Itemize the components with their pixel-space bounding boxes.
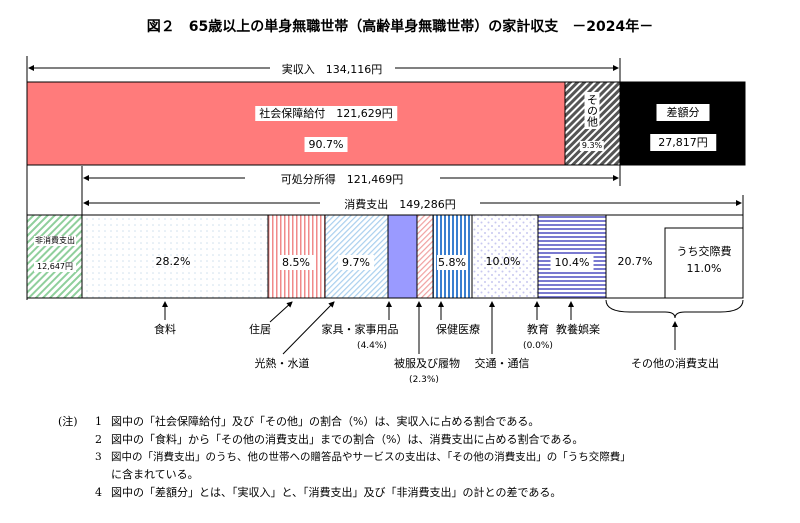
label-clothing: 被服及び履物 [394, 357, 460, 370]
recreation-pct: 10.4% [550, 255, 594, 270]
note-number: 4 [95, 486, 102, 499]
housing-pct: 8.5% [278, 255, 314, 270]
consumption-total-label: 消費支出 149,286円 [340, 197, 460, 212]
segment-food [81, 214, 269, 299]
label-furniture-pct: (4.4%) [357, 341, 387, 351]
social-security-bar [26, 81, 566, 166]
social-expense-label: うち交際費 [676, 245, 732, 258]
non-consumption-label: 非消費支出 [34, 236, 76, 246]
note-2: 2 図中の「食料」から「その他の消費支出」までの割合（%）は、消費支出に占める割合… [95, 431, 583, 447]
segment-transport [471, 214, 539, 299]
deficit-amount: 27,817円 [650, 134, 716, 151]
label-utilities: 光熱・水道 [254, 357, 310, 370]
notes-prefix: (注) [58, 415, 78, 428]
note-number: 1 [95, 415, 102, 428]
other-consumption-pct: 20.7% [617, 255, 653, 268]
note-number: 3 [95, 451, 102, 463]
note-3-continued: に含まれている。 [111, 468, 199, 481]
note-4: 4 図中の「差額分」とは、「実収入」と、「消費支出」及び「非消費支出」の計との差で… [95, 484, 561, 500]
deficit-label: 差額分 [656, 104, 710, 121]
label-other-consumption: その他の消費支出 [631, 357, 719, 370]
transport-pct: 10.0% [485, 255, 521, 268]
other-income-label: その他 [584, 92, 600, 129]
note-text: 図中の「差額分」とは、「実収入」と、「消費支出」及び「非消費支出」の計との差であ… [111, 486, 562, 499]
note-3: 3 図中の「消費支出」のうち、他の世帯への贈答品やサービスの支出は、「その他の消費… [95, 449, 631, 464]
note-text: 図中の「食料」から「その他の消費支出」までの割合（%）は、消費支出に占める割合で… [111, 433, 584, 446]
disposable-income-label: 可処分所得 121,469円 [276, 172, 408, 187]
social-expense-pct: 11.0% [686, 262, 722, 275]
non-consumption-amount: 12,647円 [34, 262, 76, 272]
label-housing: 住居 [249, 323, 271, 336]
non-consumption-bar [26, 214, 83, 299]
utilities-pct: 9.7% [338, 255, 374, 270]
label-health: 保健医療 [436, 323, 480, 336]
health-pct: 5.8% [437, 255, 467, 270]
label-recreation: 教養娯楽 [556, 323, 600, 336]
income-total-label: 実収入 134,116円 [277, 62, 387, 77]
deficit-bar [619, 81, 746, 166]
segment-furniture [387, 214, 418, 299]
label-food: 食料 [154, 323, 176, 336]
social-security-pct: 90.7% [304, 137, 348, 152]
note-text: 図中の「社会保障給付」及び「その他」の割合（%）は、実収入に占める割合である。 [111, 415, 540, 428]
food-pct: 28.2% [155, 255, 191, 268]
social-expense-box [664, 227, 744, 299]
label-furniture: 家具・家事用品 [321, 323, 399, 336]
note-1: 1 図中の「社会保障給付」及び「その他」の割合（%）は、実収入に占める割合である。 [95, 413, 539, 429]
note-number: 2 [95, 433, 102, 446]
label-education: 教育 [527, 323, 549, 336]
label-transport: 交通・通信 [474, 357, 530, 370]
social-security-label: 社会保障給付 121,629円 [255, 106, 397, 121]
note-text: 図中の「消費支出」のうち、他の世帯への贈答品やサービスの支出は、「その他の消費支… [111, 451, 631, 463]
label-clothing-pct: (2.3%) [409, 375, 439, 385]
segment-clothing [416, 214, 434, 299]
label-education-pct: (0.0%) [523, 341, 553, 351]
other-income-pct: 9.3% [579, 141, 605, 151]
figure-title: 図２ 65歳以上の単身無職世帯（高齢単身無職世帯）の家計収支 －2024年－ [146, 19, 654, 35]
brace [605, 299, 744, 319]
